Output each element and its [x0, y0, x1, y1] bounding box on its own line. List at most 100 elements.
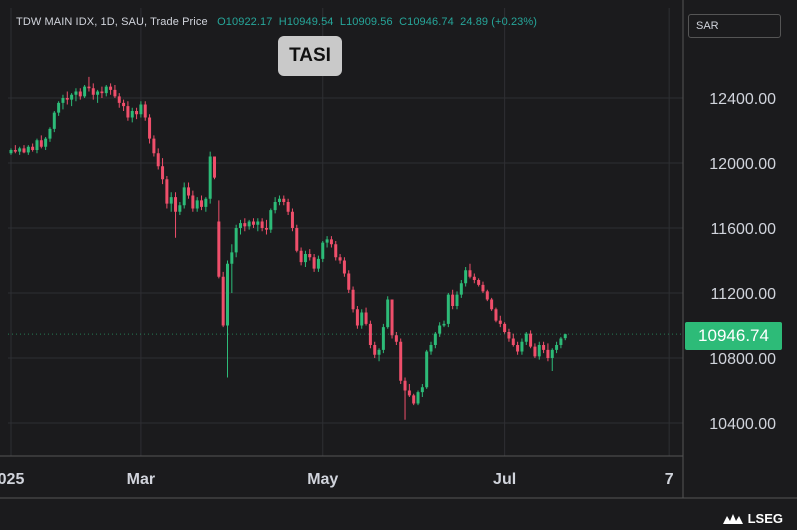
candle-body	[83, 86, 87, 97]
candle-body	[308, 254, 312, 258]
candle-body	[269, 210, 273, 230]
lseg-mark-icon	[722, 513, 743, 524]
candle-body	[178, 205, 182, 212]
change-pct: (+0.23%)	[491, 16, 538, 28]
candle-body	[226, 263, 229, 326]
low-value: 10909.56	[346, 16, 393, 28]
candle-body	[143, 104, 147, 118]
footer-bar	[0, 510, 797, 530]
candle-body	[100, 91, 104, 94]
candle-body	[459, 283, 463, 295]
candle-body	[165, 179, 169, 204]
y-tick-label: 11600.00	[710, 221, 776, 238]
y-tick-label: 12400.00	[709, 91, 776, 108]
candle-body	[161, 166, 165, 180]
candle-body	[26, 146, 30, 153]
candle-body	[494, 309, 498, 321]
y-tick-label: 10400.00	[709, 416, 776, 433]
y-tick-label: 12000.00	[709, 156, 776, 173]
candle-body	[325, 239, 329, 243]
candle-body	[537, 345, 541, 357]
candle-body	[403, 380, 407, 391]
candle-body	[191, 195, 195, 209]
candle-body	[303, 254, 307, 263]
currency-selector[interactable]: SAR	[688, 14, 781, 38]
candle-body	[533, 346, 537, 357]
candle-body	[520, 341, 524, 352]
candle-body	[57, 102, 61, 113]
candle-body	[468, 270, 472, 277]
candle-body	[256, 221, 260, 225]
high-value: 10949.54	[286, 16, 334, 28]
candle-body	[347, 273, 351, 290]
candle-body	[174, 197, 178, 212]
candle-body	[420, 387, 424, 393]
chart-grid	[8, 8, 683, 456]
close-value: 10946.74	[407, 16, 454, 28]
candle-body	[455, 294, 459, 306]
candle-body	[96, 91, 100, 95]
candle-body	[412, 395, 416, 404]
candle-body	[169, 197, 173, 204]
candle-body	[200, 200, 204, 207]
x-tick-label: 7	[665, 471, 674, 488]
candle-body	[260, 221, 264, 228]
candle-body	[104, 86, 108, 94]
symbol-text: TDW MAIN IDX, 1D, SAU, Trade Price	[16, 16, 208, 28]
candle-body	[135, 111, 139, 115]
candle-body	[122, 102, 126, 107]
candle-body	[524, 333, 528, 342]
candle-body	[355, 309, 359, 326]
candle-body	[182, 187, 186, 206]
candle-body	[74, 91, 78, 95]
low-label: L	[339, 16, 347, 28]
candle-body	[234, 228, 238, 253]
candle-body	[368, 323, 372, 345]
candle-body	[286, 202, 290, 212]
lseg-logo: LSEG	[722, 511, 783, 526]
candle-body	[117, 96, 121, 103]
candle-body	[386, 299, 390, 328]
candle-series	[9, 76, 567, 420]
candle-body	[299, 250, 303, 263]
candle-body	[351, 289, 355, 310]
candle-body	[126, 106, 130, 118]
y-tick-label: 10800.00	[709, 351, 776, 368]
candle-body	[251, 221, 255, 225]
candle-body	[446, 294, 450, 324]
candle-body	[364, 312, 368, 324]
x-tick-label: Jul	[493, 471, 516, 488]
candle-body	[381, 327, 385, 350]
chart-axes: 12400.00 12000.00 11600.00 11200.00 10800.00…	[0, 0, 797, 499]
candle-body	[18, 148, 22, 152]
candle-body	[563, 334, 567, 339]
candle-body	[342, 260, 346, 274]
candle-body	[113, 89, 117, 97]
x-tick-label: Mar	[127, 471, 155, 488]
candle-body	[503, 323, 507, 332]
candle-body	[264, 228, 268, 230]
candle-body	[39, 140, 43, 147]
candle-body	[329, 239, 333, 245]
x-tick-label: May	[307, 471, 338, 488]
candle-body	[31, 146, 35, 150]
chart-header: TDW MAIN IDX, 1D, SAU, Trade Price O1092…	[16, 16, 537, 28]
open-label: O	[217, 16, 226, 28]
candle-body	[91, 88, 95, 95]
candle-body	[139, 104, 143, 115]
candle-body	[109, 86, 113, 90]
candle-body	[48, 128, 52, 139]
candle-body	[511, 338, 515, 345]
candle-body	[13, 150, 17, 152]
candle-body	[35, 140, 39, 150]
candle-body	[187, 187, 191, 196]
open-value: 10922.17	[225, 16, 273, 28]
logo-text: LSEG	[747, 511, 783, 526]
candle-body	[221, 276, 225, 326]
candle-body	[390, 299, 394, 336]
candle-body	[472, 276, 476, 280]
candle-body	[22, 148, 26, 153]
candle-body	[542, 345, 546, 350]
candle-body	[546, 349, 550, 358]
candle-body	[208, 156, 212, 199]
